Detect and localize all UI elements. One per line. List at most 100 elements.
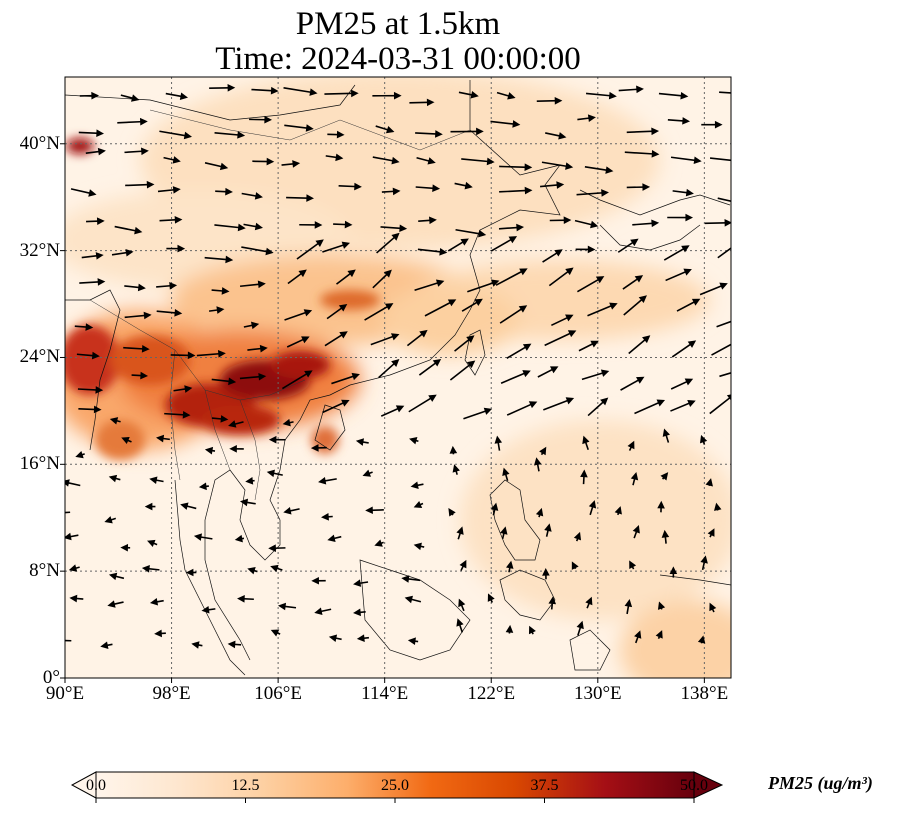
wind-arrow-shaft — [214, 131, 241, 136]
wind-arrow-head — [141, 345, 150, 353]
wind-arrow-shaft — [79, 280, 101, 284]
wind-arrow-head — [724, 219, 731, 227]
wind-arrow-head — [266, 157, 275, 166]
wind-arrow-shaft — [324, 333, 344, 347]
wind-arrow-head — [201, 605, 210, 614]
wind-arrow-shaft — [585, 92, 612, 97]
wind-arrow-head — [588, 500, 597, 509]
wind-arrow-head — [478, 229, 487, 238]
wind-arrow-head — [384, 303, 394, 311]
wind-arrow-head — [587, 114, 596, 122]
wind-arrow-shaft — [370, 335, 395, 346]
wind-arrow-shaft — [322, 243, 346, 253]
wind-arrow-head — [328, 634, 338, 642]
wind-arrow-head — [458, 598, 466, 608]
wind-arrow-head — [227, 84, 236, 92]
wind-arrow-head — [140, 371, 149, 380]
wind-arrow-shaft — [283, 87, 313, 94]
wind-arrow-head — [315, 239, 324, 247]
wind-arrow-head — [97, 147, 106, 156]
wind-arrow-shaft — [581, 371, 605, 381]
wind-arrow-head — [687, 340, 697, 348]
colorbar-tick-label: 37.5 — [530, 777, 559, 794]
wind-arrow-head — [490, 279, 500, 287]
wind-arrow-head — [245, 477, 254, 485]
wind-arrow-head — [432, 184, 441, 193]
wind-arrow-head — [65, 532, 72, 541]
wind-arrow-head — [356, 634, 365, 642]
wind-arrow-head — [141, 565, 150, 573]
wind-arrow-shaft — [78, 131, 99, 135]
wind-arrow-head — [565, 162, 574, 170]
wind-arrow-head — [636, 376, 645, 384]
wind-arrow-head — [107, 600, 116, 608]
wind-arrow-head — [697, 635, 706, 644]
wind-arrow-head — [335, 153, 344, 162]
colorbar-title: PM25 (ug/m³) — [768, 773, 873, 793]
wind-arrow-shaft — [378, 361, 397, 379]
wind-arrow-shaft — [458, 91, 474, 97]
wind-arrow-head — [624, 599, 633, 608]
wind-arrow-head — [303, 309, 313, 317]
wind-arrow-shaft — [665, 270, 688, 282]
wind-arrow-head — [490, 502, 499, 511]
wind-arrow-head — [714, 120, 723, 129]
wind-arrow-head — [147, 539, 156, 547]
wind-arrow-head — [585, 596, 593, 606]
wind-arrow-shaft — [336, 271, 353, 285]
wind-arrow-shaft — [76, 353, 95, 357]
wind-arrow-shaft — [667, 119, 685, 122]
lat-tick-label: 40°N — [19, 132, 60, 154]
wind-arrow-head — [55, 637, 61, 643]
wind-arrow-head — [464, 181, 473, 190]
wind-arrow-head — [590, 340, 599, 348]
wind-arrow-head — [426, 98, 435, 107]
wind-arrow-shaft — [123, 346, 145, 350]
wind-arrow-head — [447, 299, 457, 307]
wind-arrow-shaft — [709, 396, 731, 415]
wind-arrow-shaft — [628, 337, 647, 355]
wind-arrow-head — [204, 446, 214, 455]
wind-arrow-head — [474, 298, 483, 306]
wind-arrow-shaft — [111, 251, 129, 256]
wind-arrow-shaft — [624, 151, 655, 155]
lon-tick-label: 138°E — [680, 683, 729, 704]
wind-arrow-head — [341, 399, 350, 407]
wind-arrow-shaft — [364, 305, 390, 321]
wind-arrow-shaft — [506, 402, 533, 416]
wind-arrow-shaft — [204, 256, 229, 261]
wind-arrow-shaft — [617, 240, 635, 253]
wind-arrow-head — [687, 399, 696, 408]
wind-arrow-head — [100, 641, 109, 649]
wind-arrow-head — [182, 410, 191, 419]
wind-arrow-shaft — [495, 270, 524, 286]
wind-arrow-shaft — [251, 88, 274, 92]
wind-arrow-head — [311, 576, 319, 585]
wind-arrow-shaft — [156, 284, 173, 288]
wind-arrow-head — [314, 221, 323, 229]
wind-arrow-head — [535, 507, 544, 517]
wind-arrow-head — [590, 220, 599, 229]
wind-arrow-head — [573, 531, 582, 541]
wind-arrow-shaft — [241, 192, 259, 198]
wind-arrow-shaft — [414, 281, 440, 291]
wind-arrow-head — [544, 523, 552, 532]
lon-tick-label: 130°E — [573, 683, 622, 704]
wind-arrow-head — [365, 506, 373, 515]
wind-arrow-head — [476, 127, 484, 136]
wind-arrow-shaft — [584, 166, 609, 172]
wind-arrow-head — [282, 418, 291, 427]
wind-arrow-head — [736, 158, 742, 164]
wind-arrow-head — [735, 338, 742, 343]
wind-arrow-head — [395, 405, 405, 413]
wind-arrow-shaft — [78, 408, 97, 411]
wind-arrow-head — [567, 330, 577, 338]
wind-arrow-shaft — [247, 347, 263, 351]
wind-arrow-head — [413, 542, 422, 551]
border-layer — [89, 109, 471, 501]
wind-arrow-head — [339, 331, 348, 339]
wind-arrow-head — [685, 213, 694, 222]
wind-arrow-shaft — [463, 409, 488, 420]
wind-arrow-head — [141, 147, 149, 156]
wind-arrow-head — [383, 269, 392, 278]
